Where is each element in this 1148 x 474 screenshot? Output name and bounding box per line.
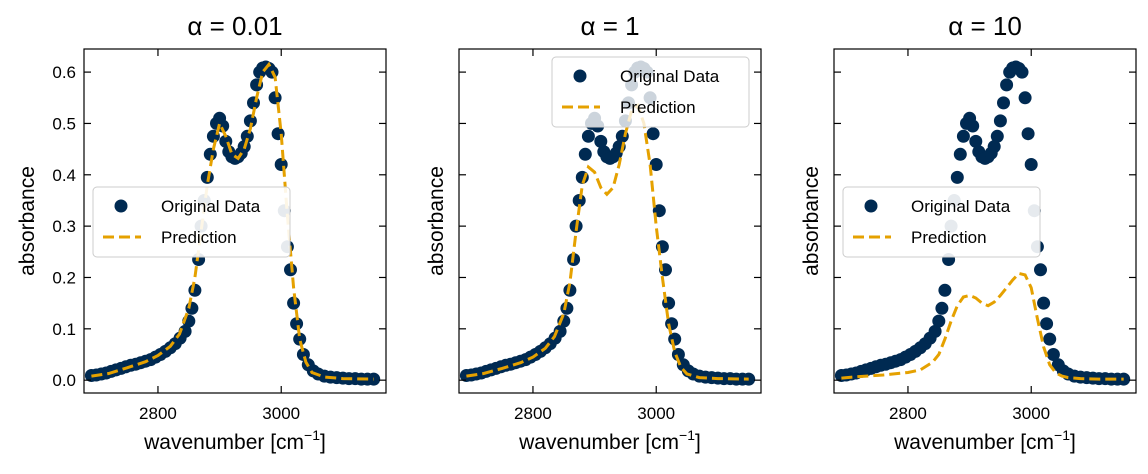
data-point [950, 170, 964, 184]
legend-marker [864, 199, 878, 213]
data-point [671, 348, 685, 361]
x-tick-label: 3000 [262, 404, 300, 423]
data-point [646, 127, 660, 141]
data-point [560, 301, 574, 315]
legend-box [842, 186, 1041, 258]
legend-label: Prediction [620, 98, 696, 117]
data-point [188, 283, 202, 297]
data-point [1043, 332, 1057, 346]
data-point [969, 134, 983, 148]
axes-frame [83, 48, 387, 394]
x-axis-label-sup: −1 [1054, 427, 1070, 443]
x-axis-label-sup: −1 [304, 427, 320, 443]
x-axis-label-end: ] [320, 431, 326, 454]
data-point [274, 158, 288, 171]
data-point [1021, 127, 1035, 141]
data-point [1034, 263, 1047, 277]
prediction-line [466, 102, 749, 381]
y-axis-label: absorbance [16, 166, 39, 276]
chart-title: α = 10 [948, 11, 1022, 41]
data-point [938, 283, 952, 297]
y-tick-label: 0.1 [52, 320, 76, 339]
x-tick-label: 2800 [514, 404, 552, 423]
data-point [1024, 158, 1038, 171]
x-tick-label: 2800 [889, 404, 927, 423]
subplot-2: α = 1 2800 3000 wavenumber [cm−1] absorbance… [425, 11, 762, 454]
x-axis-label-main: wavenumber [cm [518, 431, 679, 454]
data-point [1037, 296, 1051, 310]
subplot-1: α = 0.01 2800 3000 0.0 0.1 0.2 0.3 0.4 0.5 0.6 wav… [16, 11, 387, 454]
legend-label: Prediction [911, 228, 987, 247]
data-point [665, 317, 679, 331]
y-tick-label: 0.6 [52, 63, 76, 82]
data-point [1015, 65, 1029, 79]
data-point [649, 158, 663, 171]
x-axis-label-main: wavenumber [cm [143, 431, 304, 454]
data-point [932, 314, 946, 328]
y-tick-label: 0.3 [52, 217, 76, 236]
x-axis-label: wavenumber [cm−1] [143, 427, 326, 454]
data-point [185, 301, 199, 315]
data-point [966, 119, 980, 133]
x-tick-label: 2800 [139, 404, 177, 423]
x-tick-label: 3000 [1012, 404, 1050, 423]
data-point [284, 263, 297, 277]
y-axis-label: absorbance [425, 166, 448, 276]
legend: Original Data Prediction [551, 56, 750, 128]
y-tick-label: 0.2 [52, 268, 76, 287]
x-axis-label: wavenumber [cm−1] [518, 427, 701, 454]
legend-marker [114, 199, 128, 213]
x-axis-label-sup: −1 [679, 427, 695, 443]
legend-box [551, 56, 750, 128]
data-point [1000, 78, 1014, 92]
chart-title: α = 0.01 [187, 11, 282, 41]
y-tick-label: 0.5 [52, 114, 76, 133]
data-point [268, 91, 282, 105]
data-point [290, 317, 304, 331]
data-point [581, 129, 595, 143]
data-point [997, 96, 1010, 110]
legend-label: Original Data [161, 197, 261, 216]
legend: Original Data Prediction [92, 186, 291, 258]
data-point [578, 147, 592, 161]
legend-marker [573, 69, 587, 83]
data-point [572, 194, 586, 207]
prediction-line [91, 61, 374, 381]
legend: Original Data Prediction [842, 186, 1041, 258]
legend-label: Prediction [161, 228, 237, 247]
x-axis-label-end: ] [1070, 431, 1076, 454]
axes-frame [833, 48, 1137, 394]
data-point [993, 114, 1007, 128]
y-axis-label: absorbance [800, 166, 823, 276]
legend-label: Original Data [620, 67, 720, 86]
data-point [953, 147, 967, 161]
data-point [1018, 91, 1032, 105]
data-point [1040, 317, 1054, 331]
data-point [293, 332, 307, 346]
chart-title: α = 1 [580, 11, 639, 41]
y-tick-label: 0.0 [52, 371, 76, 390]
prediction-line [841, 271, 1124, 381]
data-point [594, 134, 608, 148]
x-axis-label-end: ] [695, 431, 701, 454]
legend-box [92, 186, 291, 258]
axes-frame [458, 48, 762, 394]
x-axis-label: wavenumber [cm−1] [893, 427, 1076, 454]
data-point [987, 140, 1001, 154]
subplot-3: α = 10 2800 3000 wavenumber [cm−1] absorbanc… [800, 11, 1137, 454]
data-point [956, 129, 970, 143]
x-tick-label: 3000 [637, 404, 675, 423]
data-point [296, 348, 310, 361]
y-tick-label: 0.4 [52, 166, 76, 185]
data-point [287, 296, 301, 310]
data-point [178, 324, 192, 338]
data-point [203, 147, 217, 161]
legend-label: Original Data [911, 197, 1011, 216]
data-point [935, 301, 949, 315]
data-point [1046, 348, 1060, 361]
x-axis-label-main: wavenumber [cm [893, 431, 1054, 454]
data-point [990, 129, 1004, 143]
data-point [928, 324, 942, 338]
